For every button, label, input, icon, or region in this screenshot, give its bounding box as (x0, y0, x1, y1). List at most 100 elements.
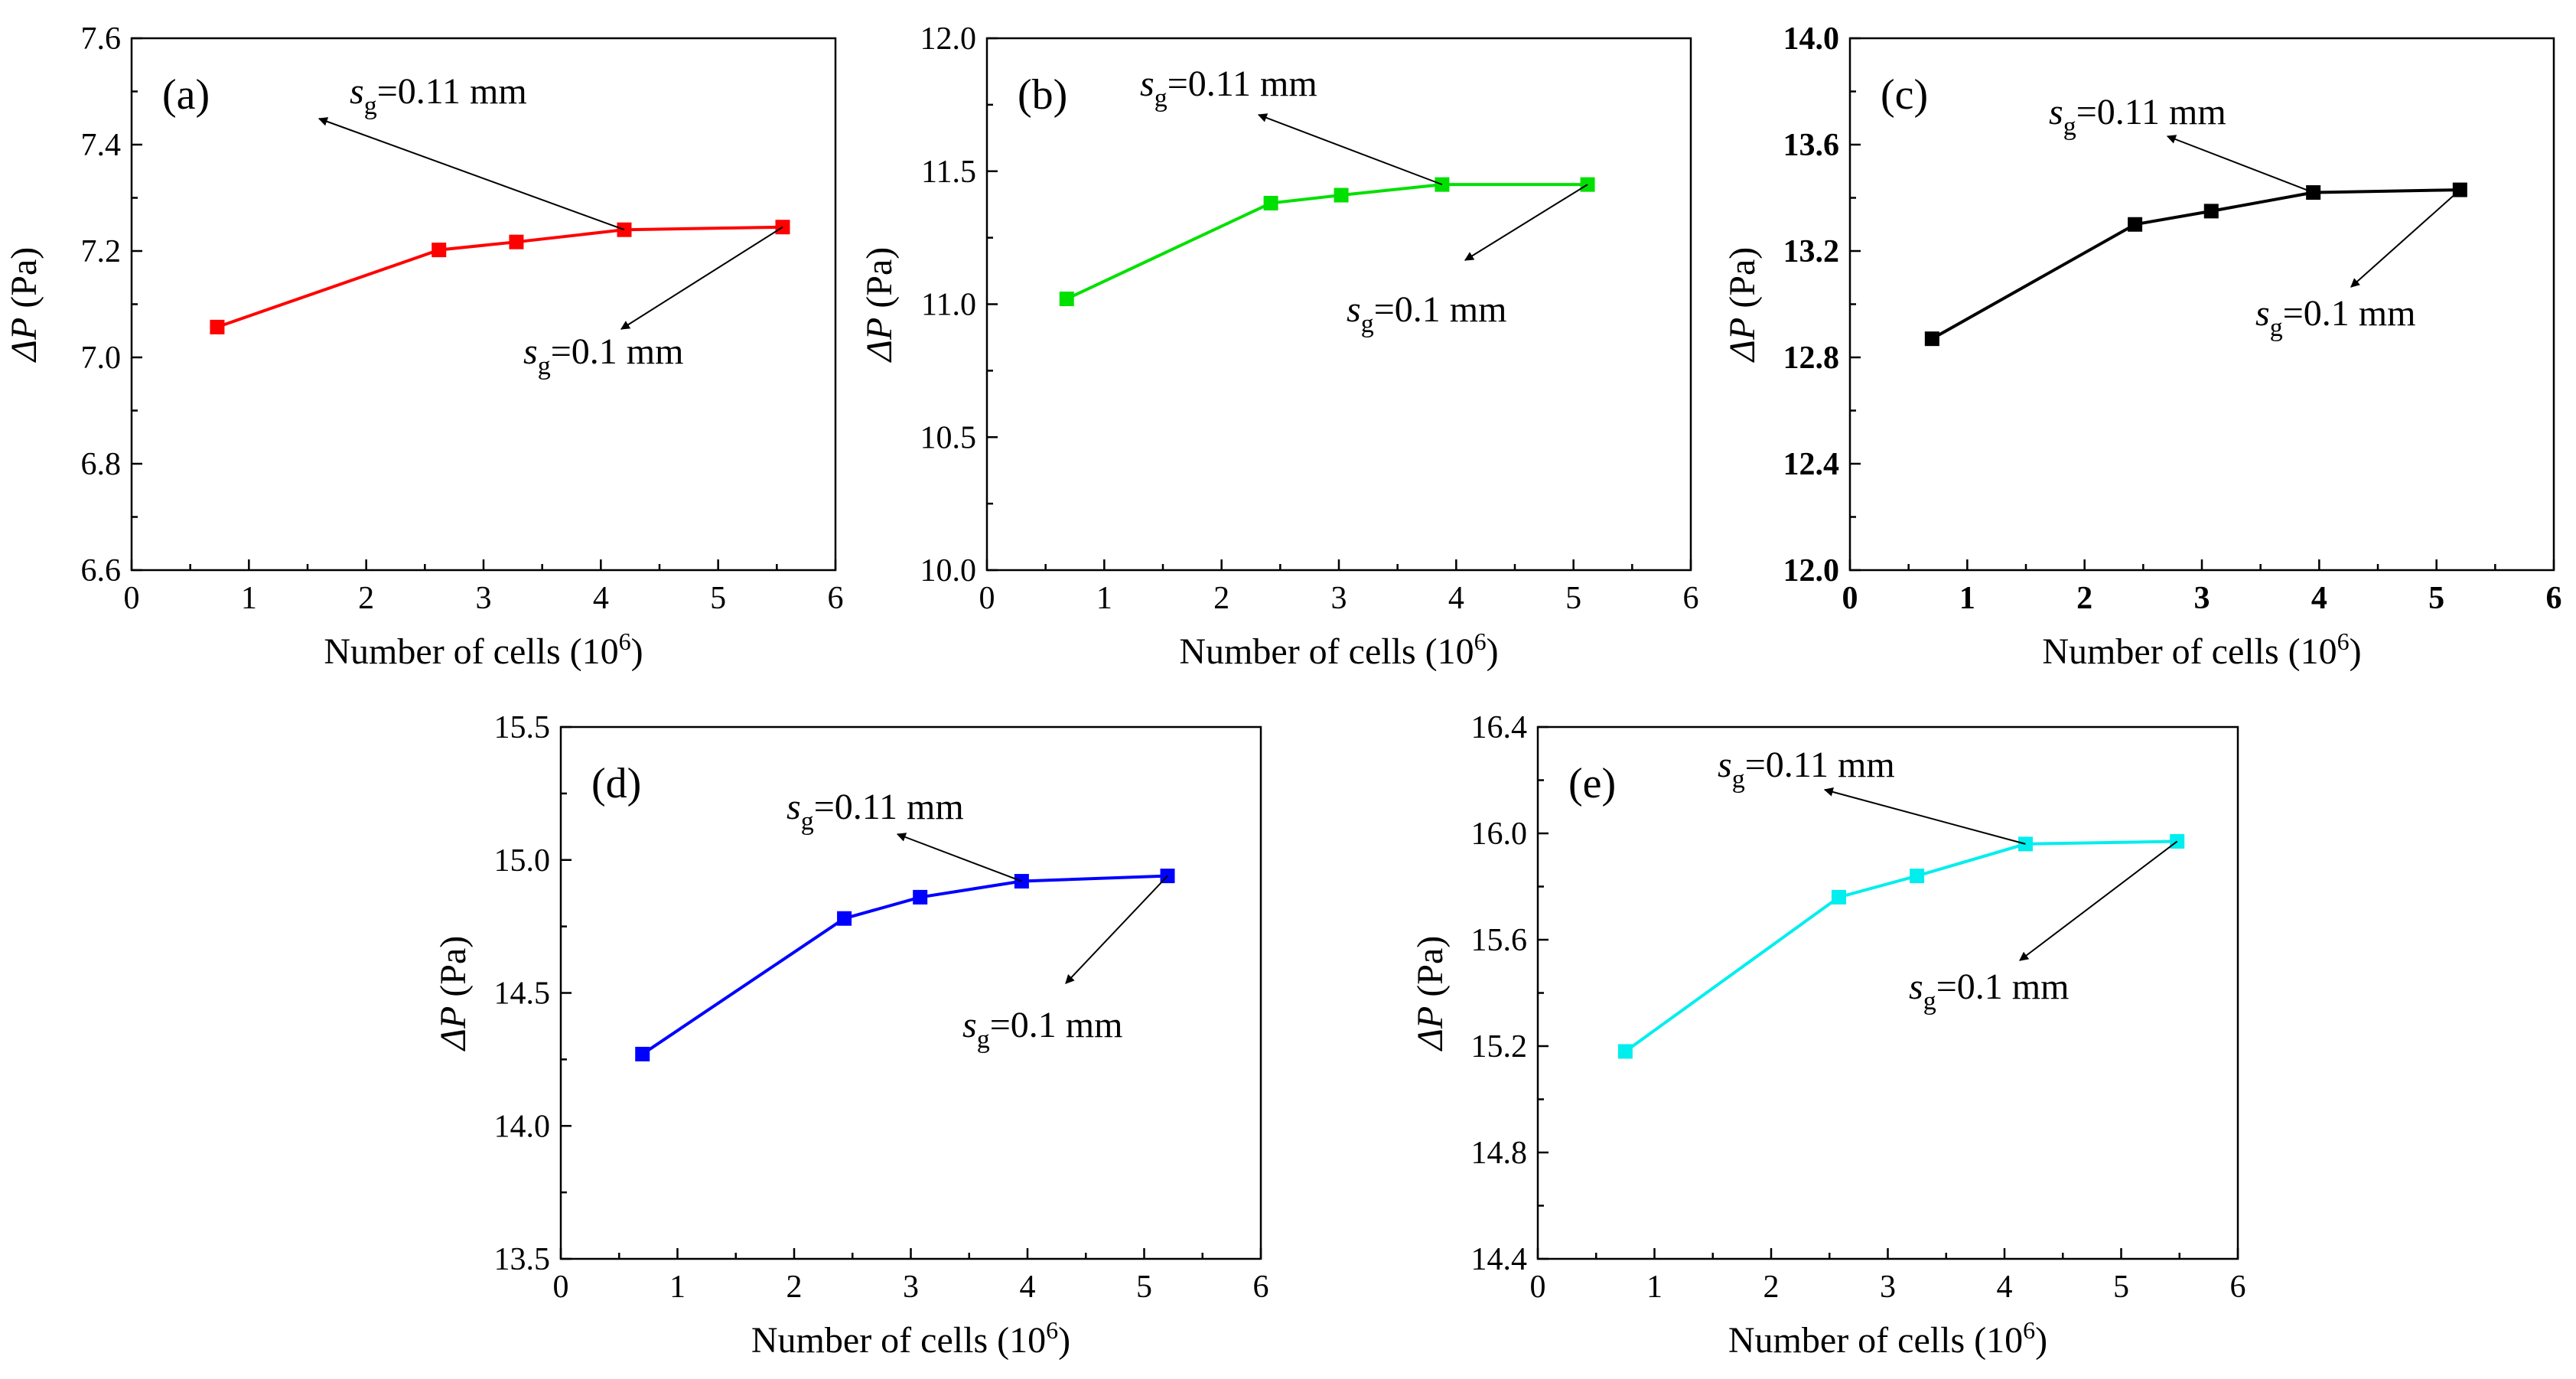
annotation-label: sg=0.11 mm (2049, 92, 2226, 141)
y-tick-label: 13.6 (1783, 128, 1840, 163)
y-tick-label: 15.6 (1471, 923, 1528, 958)
x-tick-label: 1 (241, 581, 257, 616)
annotation-label: sg=0.11 mm (350, 71, 527, 120)
panel-label: (d) (591, 760, 641, 807)
annotation-label: sg=0.11 mm (786, 787, 964, 836)
y-tick-label: 10.5 (920, 420, 977, 455)
x-tick-label: 6 (828, 581, 844, 616)
x-tick-label: 2 (786, 1270, 803, 1305)
x-tick-label: 4 (2311, 581, 2327, 616)
annotation-arrow (1065, 875, 1168, 984)
y-tick-label: 12.8 (1783, 341, 1840, 376)
y-tick-label: 13.2 (1783, 234, 1840, 269)
x-tick-label: 0 (553, 1270, 569, 1305)
x-tick-label: 4 (1448, 581, 1464, 616)
y-tick-label: 7.0 (81, 341, 122, 376)
x-tick-label: 0 (124, 581, 140, 616)
y-tick-label: 6.6 (81, 553, 122, 588)
y-tick-label: 13.5 (494, 1242, 551, 1277)
annotation-arrow (896, 833, 1022, 882)
x-tick-label: 1 (669, 1270, 686, 1305)
y-axis-title: ΔP (Pa) (1722, 247, 1763, 363)
y-tick-label: 16.0 (1471, 817, 1528, 852)
x-tick-label: 2 (2076, 581, 2092, 616)
data-point (1263, 195, 1278, 210)
panel-label: (e) (1568, 760, 1616, 807)
x-tick-label: 6 (2546, 581, 2562, 616)
series-line (1624, 839, 2177, 1053)
annotation-arrow (318, 117, 625, 231)
x-tick-label: 1 (1959, 581, 1975, 616)
annotation-arrow (620, 226, 783, 330)
x-tick-label: 6 (1253, 1270, 1269, 1305)
chart-panel-a: 0 1 2 3 4 5 6 6.6 6.8 7.0 7.2 7.4 7.6 Number of cells… (4, 21, 844, 672)
annotation-label: sg=0.1 mm (962, 1005, 1122, 1054)
y-tick-label: 6.8 (81, 447, 122, 482)
data-point (210, 319, 225, 334)
panel-label: (c) (1881, 71, 1928, 119)
y-axis-title: ΔP (Pa) (1410, 936, 1451, 1051)
y-tick-label: 15.5 (494, 710, 551, 745)
x-tick-label: 3 (1880, 1270, 1896, 1305)
x-tick-label: 3 (2194, 581, 2210, 616)
x-tick-label: 4 (1997, 1270, 2013, 1305)
annotation-arrow (2166, 135, 2314, 194)
x-tick-label: 4 (1020, 1270, 1036, 1305)
y-tick-label: 12.0 (1783, 553, 1840, 588)
plot-frame (130, 37, 837, 572)
annotation-label: sg=0.1 mm (2255, 293, 2415, 342)
x-axis-title: Number of cells (106) (1179, 628, 1498, 672)
y-tick-label: 7.6 (81, 21, 122, 57)
y-tick-label: 12.0 (920, 21, 977, 57)
data-point (1334, 187, 1349, 203)
y-tick-label: 14.0 (1783, 21, 1840, 57)
data-point (1910, 869, 1925, 884)
y-tick-label: 7.4 (81, 128, 122, 163)
y-tick-label: 14.0 (494, 1109, 551, 1144)
x-tick-label: 0 (979, 581, 995, 616)
x-tick-label: 2 (358, 581, 374, 616)
data-point (2203, 204, 2219, 219)
y-tick-label: 12.4 (1783, 447, 1840, 482)
data-point (2128, 217, 2143, 232)
x-tick-label: 2 (1213, 581, 1229, 616)
x-tick-label: 3 (476, 581, 492, 616)
x-tick-label: 1 (1646, 1270, 1663, 1305)
y-tick-label: 14.8 (1471, 1136, 1528, 1171)
annotation-arrow (1464, 184, 1588, 261)
annotation-arrow (1823, 787, 2026, 845)
x-tick-label: 3 (1331, 581, 1347, 616)
x-tick-label: 5 (2113, 1270, 2129, 1305)
y-tick-label: 7.2 (81, 234, 122, 269)
annotation-arrow (2350, 189, 2460, 288)
data-point (509, 234, 524, 249)
x-tick-label: 2 (1763, 1270, 1780, 1305)
x-tick-label: 1 (1096, 581, 1112, 616)
x-tick-label: 5 (2428, 581, 2444, 616)
annotation-label: sg=0.1 mm (523, 331, 683, 380)
data-point (837, 911, 852, 926)
x-axis-title: Number of cells (106) (324, 628, 643, 672)
x-tick-label: 6 (1683, 581, 1699, 616)
data-point (1059, 292, 1074, 307)
y-tick-label: 15.0 (494, 843, 551, 879)
data-point (635, 1046, 650, 1061)
y-axis-title: ΔP (Pa) (4, 247, 44, 363)
x-axis-title: Number of cells (106) (1728, 1316, 2047, 1361)
x-axis-title: Number of cells (106) (2042, 628, 2361, 672)
chart-panel-e: 0 1 2 3 4 5 6 14.4 14.8 15.2 15.6 16.0 16.4 Number of… (1410, 710, 2246, 1361)
y-tick-label: 10.0 (920, 553, 977, 588)
panel-label: (b) (1018, 71, 1067, 119)
x-tick-label: 5 (710, 581, 726, 616)
x-tick-label: 6 (2230, 1270, 2246, 1305)
data-point (432, 243, 447, 258)
y-tick-label: 14.4 (1471, 1242, 1528, 1277)
annotation-label: sg=0.1 mm (1909, 967, 2069, 1016)
chart-panel-c: 0 1 2 3 4 5 6 12.0 12.4 12.8 13.2 13.6 14.0 Number of… (1722, 21, 2562, 672)
y-axis-title: ΔP (Pa) (859, 247, 900, 363)
y-tick-label: 16.4 (1471, 710, 1528, 745)
data-point (913, 889, 928, 905)
panel-label: (a) (162, 71, 210, 119)
y-axis-title: ΔP (Pa) (433, 936, 474, 1051)
